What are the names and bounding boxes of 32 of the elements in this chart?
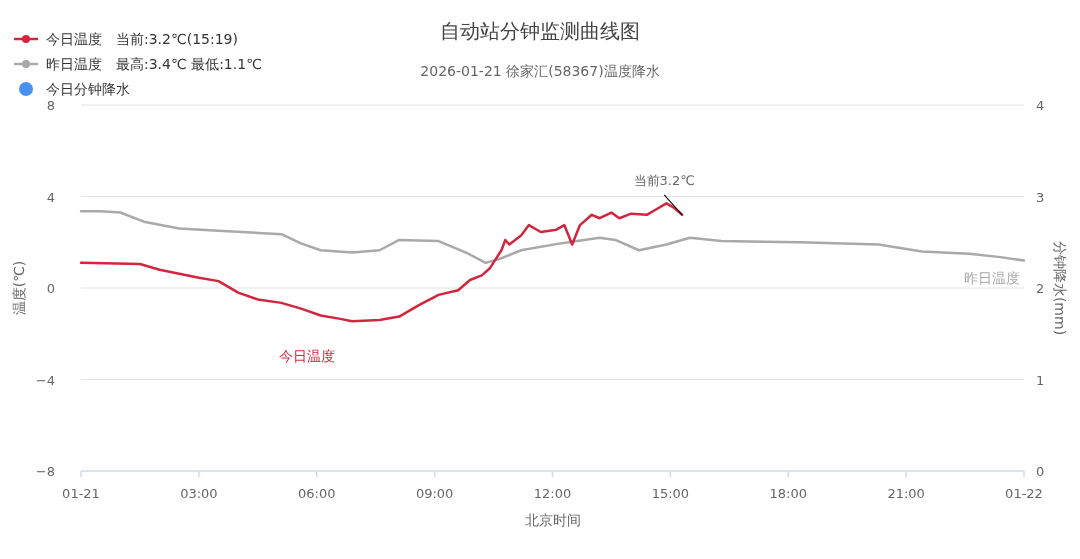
annotation: 当前3.2℃	[633, 172, 695, 188]
y2-axis-title: 分钟降水(mm)	[1052, 240, 1068, 336]
x-axis-title: 北京时间	[524, 512, 581, 528]
y2-tick-label: 1	[1036, 372, 1045, 388]
line-series	[79, 210, 1026, 265]
legend-label: 今日分钟降水	[46, 81, 130, 97]
legend-label: 今日温度 当前:3.2℃(15:19)	[46, 31, 238, 47]
x-tick-label: 01-21	[62, 486, 100, 501]
x-tick-label: 12:00	[533, 486, 572, 501]
y-tick-label: 0	[46, 281, 55, 296]
chart-title: 自动站分钟监测曲线图	[440, 19, 640, 43]
y-tick-label: −4	[35, 372, 55, 388]
annotation: 今日温度	[279, 347, 336, 364]
y2-tick-label: 4	[1036, 98, 1045, 113]
x-tick-label: 01-22	[1005, 486, 1043, 501]
y-tick-label: 4	[46, 189, 55, 205]
x-tick-label: 21:00	[887, 486, 925, 501]
y-axis-title: 温度(℃)	[11, 260, 27, 316]
x-tick-label: 09:00	[415, 486, 454, 501]
x-tick-label: 06:00	[298, 486, 336, 501]
y2-tick-label: 3	[1036, 189, 1045, 205]
y-tick-label: 8	[46, 98, 55, 113]
x-tick-label: 18:00	[769, 486, 807, 501]
chart-subtitle: 2026-01-21 徐家汇(58367)温度降水	[420, 63, 660, 79]
x-tick-label: 03:00	[180, 486, 218, 501]
y-tick-label: −8	[35, 464, 55, 479]
y2-tick-label: 0	[1036, 464, 1045, 479]
y2-tick-label: 2	[1036, 281, 1045, 296]
x-tick-label: 15:00	[651, 486, 690, 501]
legend-label: 昨日温度 最高:3.4℃ 最低:1.1℃	[46, 56, 262, 72]
annotation: 昨日温度	[964, 269, 1020, 286]
line-series	[79, 202, 684, 323]
